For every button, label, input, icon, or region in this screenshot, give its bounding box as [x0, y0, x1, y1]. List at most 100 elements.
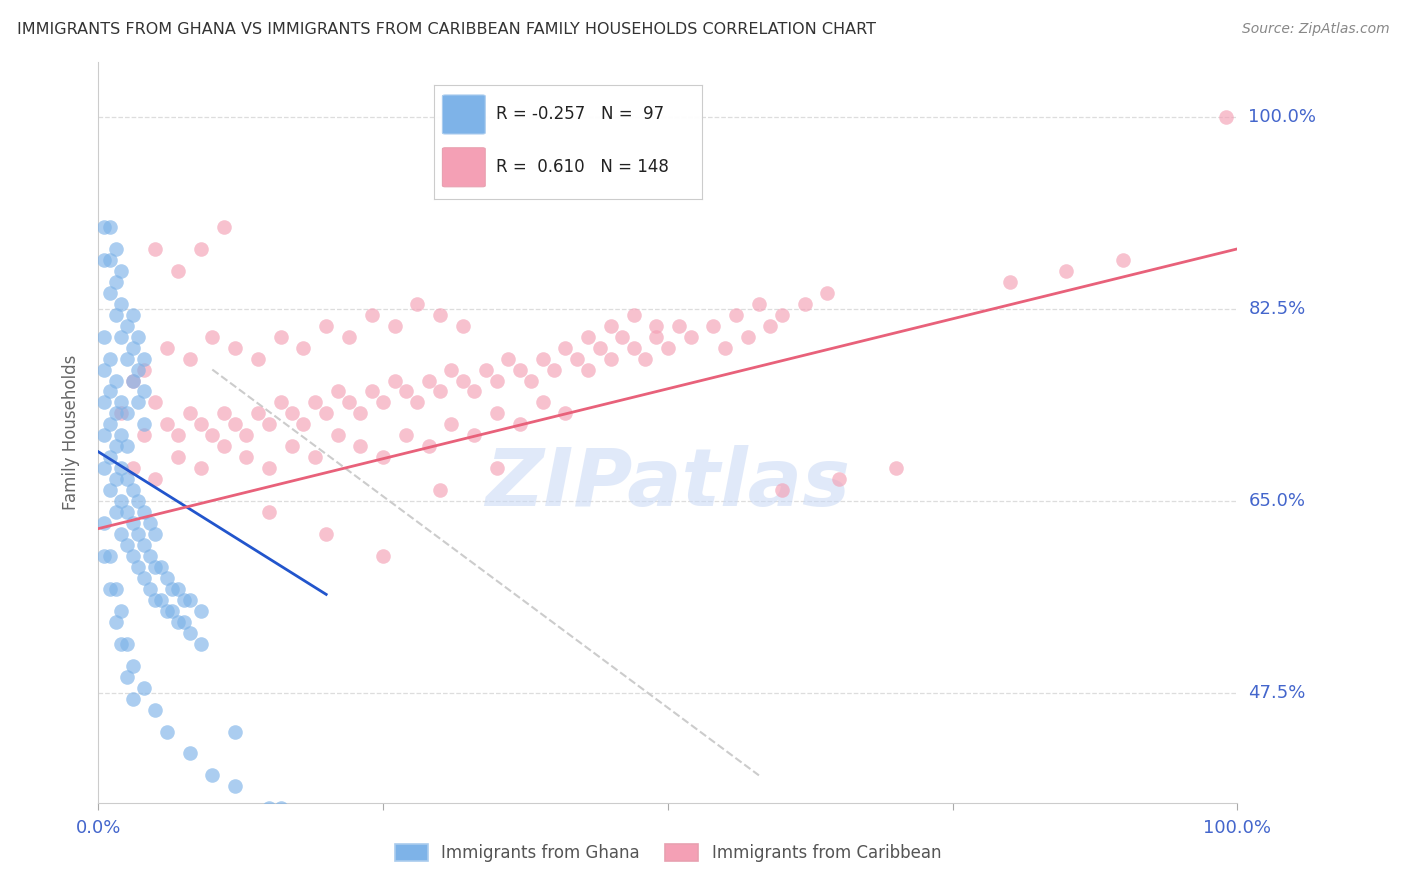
Point — [304, 450, 326, 465]
Point — [104, 505, 127, 519]
Point — [98, 483, 121, 498]
Point — [132, 538, 155, 552]
Point — [93, 461, 115, 475]
Point — [770, 308, 793, 322]
Point — [451, 318, 474, 333]
Point — [132, 417, 155, 432]
Legend: Immigrants from Ghana, Immigrants from Caribbean: Immigrants from Ghana, Immigrants from C… — [388, 837, 948, 869]
Point — [531, 395, 554, 409]
Point — [127, 329, 149, 343]
Point — [600, 351, 623, 366]
Text: 100.0%: 100.0% — [1249, 108, 1316, 127]
Point — [224, 780, 246, 794]
Point — [98, 450, 121, 465]
Point — [98, 417, 121, 432]
Point — [281, 406, 304, 420]
Point — [281, 439, 304, 453]
Point — [714, 341, 737, 355]
Point — [127, 560, 149, 574]
Point — [179, 747, 201, 761]
Point — [115, 472, 138, 486]
Point — [115, 351, 138, 366]
Point — [246, 351, 269, 366]
Point — [110, 461, 132, 475]
Point — [326, 384, 349, 399]
Point — [337, 329, 360, 343]
Point — [121, 691, 143, 706]
Point — [132, 428, 155, 442]
Point — [815, 285, 838, 300]
Point — [145, 702, 167, 716]
Point — [132, 351, 155, 366]
Point — [156, 417, 179, 432]
Point — [828, 472, 851, 486]
Point — [127, 494, 149, 508]
Point — [115, 406, 138, 420]
Point — [110, 527, 132, 541]
Point — [451, 374, 474, 388]
Point — [127, 362, 149, 376]
Point — [98, 549, 121, 563]
Point — [212, 219, 235, 234]
Point — [759, 318, 782, 333]
Point — [162, 582, 184, 596]
Point — [121, 549, 143, 563]
Point — [634, 351, 657, 366]
Point — [270, 329, 292, 343]
Text: Source: ZipAtlas.com: Source: ZipAtlas.com — [1241, 22, 1389, 37]
Point — [224, 724, 246, 739]
Text: IMMIGRANTS FROM GHANA VS IMMIGRANTS FROM CARIBBEAN FAMILY HOUSEHOLDS CORRELATION: IMMIGRANTS FROM GHANA VS IMMIGRANTS FROM… — [17, 22, 876, 37]
Point — [360, 308, 382, 322]
Point — [167, 428, 190, 442]
Point — [121, 374, 143, 388]
Point — [115, 505, 138, 519]
Text: 100.0%: 100.0% — [1204, 820, 1271, 838]
Point — [201, 329, 224, 343]
Point — [486, 406, 509, 420]
Point — [793, 297, 815, 311]
Point — [326, 428, 349, 442]
Point — [132, 384, 155, 399]
Point — [115, 538, 138, 552]
Point — [93, 428, 115, 442]
Point — [98, 252, 121, 267]
Point — [132, 681, 155, 695]
Point — [132, 571, 155, 585]
Point — [179, 406, 201, 420]
Point — [270, 801, 292, 815]
Point — [190, 417, 212, 432]
Point — [315, 527, 337, 541]
Point — [121, 308, 143, 322]
Point — [190, 637, 212, 651]
Point — [115, 318, 138, 333]
Point — [201, 768, 224, 782]
Point — [145, 593, 167, 607]
Point — [235, 428, 257, 442]
Point — [623, 308, 645, 322]
Point — [156, 341, 179, 355]
Point — [292, 417, 315, 432]
Point — [440, 417, 463, 432]
Point — [145, 472, 167, 486]
Point — [156, 571, 179, 585]
Point — [725, 308, 748, 322]
Point — [668, 318, 690, 333]
Point — [98, 582, 121, 596]
Point — [679, 329, 702, 343]
Point — [121, 516, 143, 530]
Point — [235, 450, 257, 465]
Point — [1054, 264, 1078, 278]
Point — [612, 329, 634, 343]
Point — [554, 406, 576, 420]
Text: 65.0%: 65.0% — [1249, 492, 1305, 510]
Point — [315, 406, 337, 420]
Point — [315, 318, 337, 333]
Point — [429, 384, 451, 399]
Point — [138, 582, 160, 596]
Point — [104, 374, 127, 388]
Text: 82.5%: 82.5% — [1249, 301, 1306, 318]
Point — [104, 406, 127, 420]
Point — [104, 615, 127, 629]
Point — [93, 516, 115, 530]
Point — [190, 242, 212, 256]
